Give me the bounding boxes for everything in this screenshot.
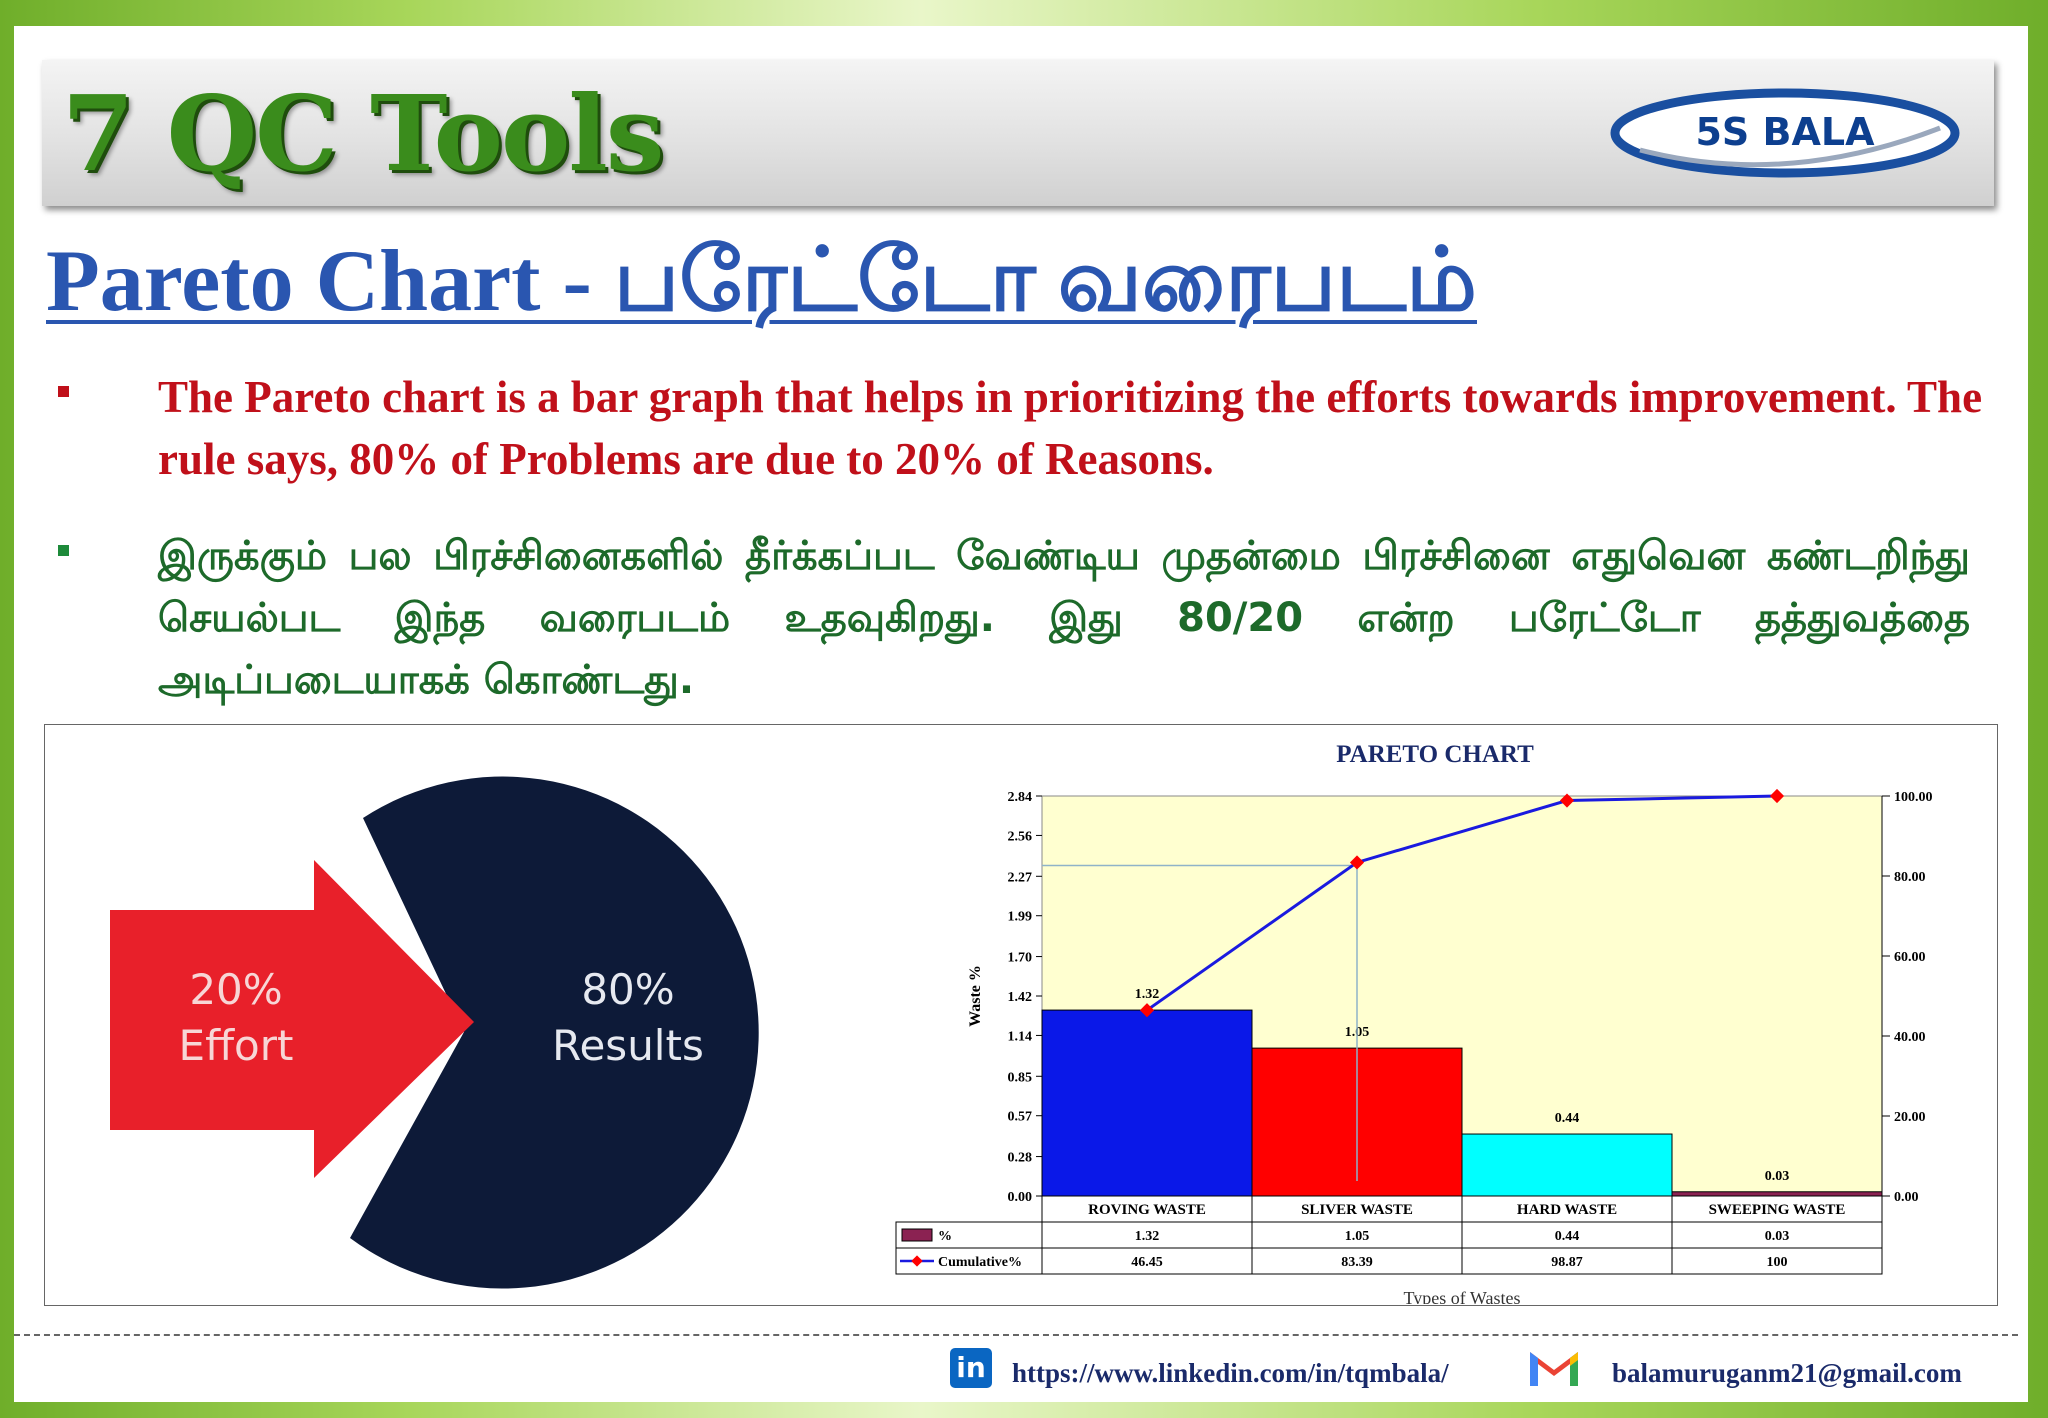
table-value: 98.87 <box>1551 1255 1583 1270</box>
x-axis-label: Types of Wastes <box>1404 1288 1521 1304</box>
table-cell <box>1041 1247 1253 1275</box>
y-right-tick-label: 60.00 <box>1894 950 1926 965</box>
bar-value-label: 0.44 <box>1555 1111 1580 1126</box>
y-right-tick-label: 100.00 <box>1894 790 1933 805</box>
category-cell <box>1671 1195 1883 1223</box>
bar-roving-waste <box>1041 1009 1253 1197</box>
pareto-80-20-graphic: 20% Effort 80% Results <box>110 776 759 1289</box>
bar-value-label: 1.32 <box>1135 987 1160 1002</box>
table-value: 1.32 <box>1135 1229 1160 1244</box>
y-left-tick-label: 0.85 <box>1008 1070 1033 1085</box>
y-left-tick-label: 1.70 <box>1008 951 1033 966</box>
y-left-tick-label: 1.14 <box>1008 1029 1033 1044</box>
legend-swatch-bar <box>901 1228 933 1242</box>
table-cell <box>1671 1247 1883 1275</box>
pareto-chart: PARETO CHART 0.00 0.28 0.57 0.85 1.14 1.42 1.7… <box>895 741 1933 1304</box>
table-value: 1.05 <box>1345 1229 1370 1244</box>
y-right-tick-label: 40.00 <box>1894 1030 1926 1045</box>
y-left-tick-label: 2.56 <box>1008 829 1033 844</box>
y-left-tick-label: 0.28 <box>1008 1151 1033 1166</box>
bullet-marker-ta <box>58 545 69 556</box>
gmail-icon[interactable] <box>1526 1346 1582 1390</box>
bullet-text-english: The Pareto chart is a bar graph that hel… <box>158 372 1983 484</box>
y-left-tick-label: 1.99 <box>1008 910 1033 925</box>
results-pie-shape <box>350 776 759 1289</box>
cumulative-line <box>1146 794 1778 1012</box>
effort-percent: 20% <box>189 965 282 1014</box>
legend-swatch-point <box>911 1255 923 1267</box>
y-axis-label: Waste % <box>967 965 984 1027</box>
bar-value-label: 0.03 <box>1765 1169 1790 1184</box>
category-cell <box>1251 1195 1463 1223</box>
app-title: 7 QC Tools <box>62 72 664 195</box>
effort-arrow-shape <box>110 860 474 1178</box>
linkedin-icon[interactable]: in <box>950 1348 992 1388</box>
y-left-tick-label: 2.84 <box>1008 790 1033 805</box>
bar-sweeping-waste <box>1671 1191 1883 1197</box>
cumulative-point <box>1769 788 1785 804</box>
legend-label: % <box>938 1229 952 1244</box>
page-title: Pareto Chart - பரேட்டோ வரைபடம் <box>46 233 1477 330</box>
bullet-text-tamil: இருக்கும் பல பிரச்சினைகளில் தீர்க்கப்பட … <box>158 533 1970 703</box>
table-cell <box>1671 1221 1883 1249</box>
category-cell <box>1041 1195 1253 1223</box>
cumulative-point <box>1349 855 1365 870</box>
results-label: Results <box>552 1021 704 1070</box>
legend-label: Cumulative% <box>938 1255 1022 1270</box>
y-left-tick-label: 1.42 <box>1008 990 1033 1005</box>
table-cell <box>1251 1221 1463 1249</box>
linkedin-link[interactable]: https://www.linkedin.com/in/tqmbala/ <box>1012 1358 1449 1388</box>
table-cell <box>1251 1247 1463 1275</box>
table-value: 83.39 <box>1341 1255 1373 1270</box>
table-cell <box>1461 1221 1673 1249</box>
table-value: 100 <box>1767 1255 1788 1270</box>
table-cell <box>1041 1221 1253 1249</box>
logo-text: 5S BALA <box>1695 110 1875 154</box>
table-value: 46.45 <box>1131 1255 1163 1270</box>
results-percent: 80% <box>581 965 674 1014</box>
y-right-tick-label: 20.00 <box>1894 1110 1926 1125</box>
email-address[interactable]: balamuruganm21@gmail.com <box>1612 1358 1962 1388</box>
y-left-tick-label: 2.27 <box>1008 870 1033 885</box>
cumulative-point <box>1139 1003 1155 1018</box>
category-label: ROVING WASTE <box>1088 1202 1206 1218</box>
category-label: HARD WASTE <box>1517 1202 1617 1218</box>
category-cell <box>1461 1195 1673 1223</box>
table-value: 0.44 <box>1555 1229 1580 1244</box>
effort-label: Effort <box>179 1021 294 1070</box>
logo-ellipse <box>1610 88 1960 178</box>
y-left-tick-label: 0.00 <box>1008 1190 1033 1205</box>
table-value: 0.03 <box>1765 1229 1790 1244</box>
bullet-marker-en <box>58 386 69 397</box>
footer-divider <box>14 1334 2018 1336</box>
category-label: SWEEPING WASTE <box>1709 1202 1846 1218</box>
bar-hard-waste <box>1461 1133 1673 1197</box>
y-right-tick-label: 80.00 <box>1894 870 1926 885</box>
y-right-tick-label: 0.00 <box>1894 1190 1919 1205</box>
category-label: SLIVER WASTE <box>1301 1202 1413 1218</box>
y-left-tick-label: 0.57 <box>1008 1110 1033 1125</box>
chart-title: PARETO CHART <box>1336 741 1534 768</box>
